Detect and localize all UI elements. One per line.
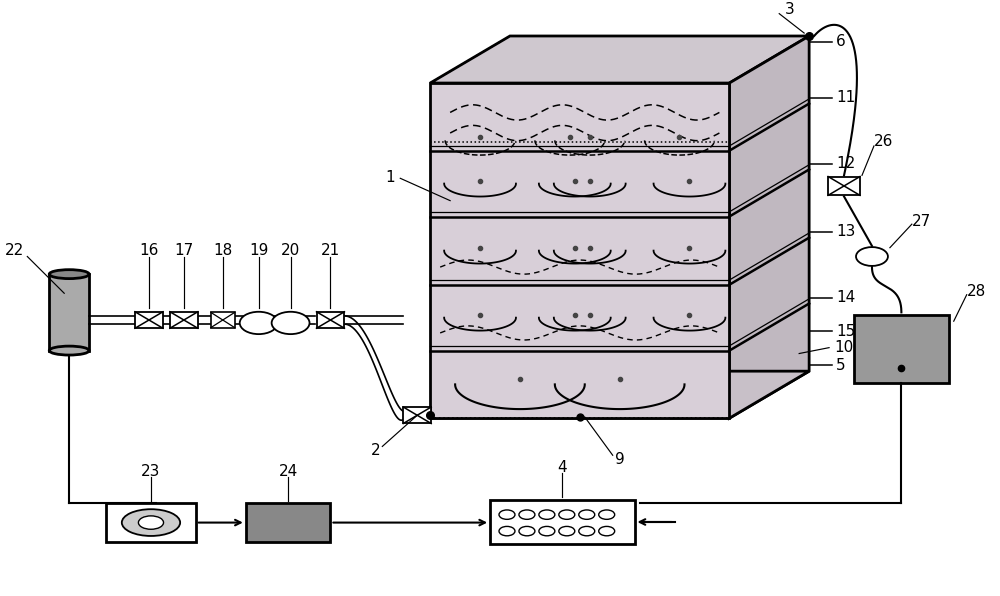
Circle shape	[539, 526, 555, 536]
Bar	[490, 500, 635, 544]
Text: 14: 14	[836, 290, 855, 305]
Text: 12: 12	[836, 156, 855, 171]
Polygon shape	[430, 83, 729, 418]
Text: 16: 16	[139, 243, 159, 258]
Text: 17: 17	[174, 243, 194, 258]
Bar	[854, 315, 949, 383]
Circle shape	[559, 510, 575, 519]
Ellipse shape	[49, 269, 89, 278]
Bar	[49, 274, 89, 350]
Text: 1: 1	[385, 170, 395, 185]
Bar	[106, 504, 196, 542]
Text: 27: 27	[912, 214, 931, 229]
Text: 23: 23	[141, 464, 161, 479]
Ellipse shape	[122, 509, 180, 536]
Bar	[170, 312, 198, 328]
Text: 28: 28	[967, 284, 986, 299]
Text: 22: 22	[5, 243, 24, 258]
Circle shape	[499, 510, 515, 519]
Circle shape	[519, 510, 535, 519]
Bar	[828, 176, 860, 195]
Text: 4: 4	[558, 460, 567, 475]
Text: 19: 19	[249, 243, 268, 258]
Circle shape	[539, 510, 555, 519]
Circle shape	[519, 526, 535, 536]
Text: 18: 18	[213, 243, 232, 258]
Bar	[246, 504, 330, 542]
Circle shape	[579, 510, 595, 519]
Circle shape	[559, 526, 575, 536]
Ellipse shape	[138, 516, 164, 529]
Polygon shape	[430, 36, 809, 83]
Circle shape	[599, 526, 615, 536]
Text: 15: 15	[836, 324, 855, 339]
Text: 26: 26	[874, 134, 894, 150]
Circle shape	[599, 510, 615, 519]
Text: 9: 9	[615, 452, 625, 467]
Bar	[211, 312, 235, 328]
Text: 3: 3	[784, 2, 794, 17]
Bar	[135, 312, 163, 328]
Circle shape	[579, 526, 595, 536]
Bar	[403, 407, 431, 424]
Circle shape	[240, 312, 278, 334]
Circle shape	[499, 526, 515, 536]
Bar	[317, 312, 344, 328]
Text: 21: 21	[321, 243, 340, 258]
Text: 13: 13	[836, 224, 855, 240]
Circle shape	[856, 247, 888, 266]
Circle shape	[272, 312, 310, 334]
Text: 11: 11	[836, 90, 855, 105]
Text: 5: 5	[836, 358, 846, 372]
Polygon shape	[729, 36, 809, 418]
Text: 20: 20	[281, 243, 300, 258]
Polygon shape	[430, 371, 809, 418]
Text: 6: 6	[836, 35, 846, 49]
Text: 10: 10	[834, 340, 854, 355]
Text: 24: 24	[278, 464, 298, 479]
Text: 2: 2	[371, 443, 380, 458]
Ellipse shape	[49, 346, 89, 355]
